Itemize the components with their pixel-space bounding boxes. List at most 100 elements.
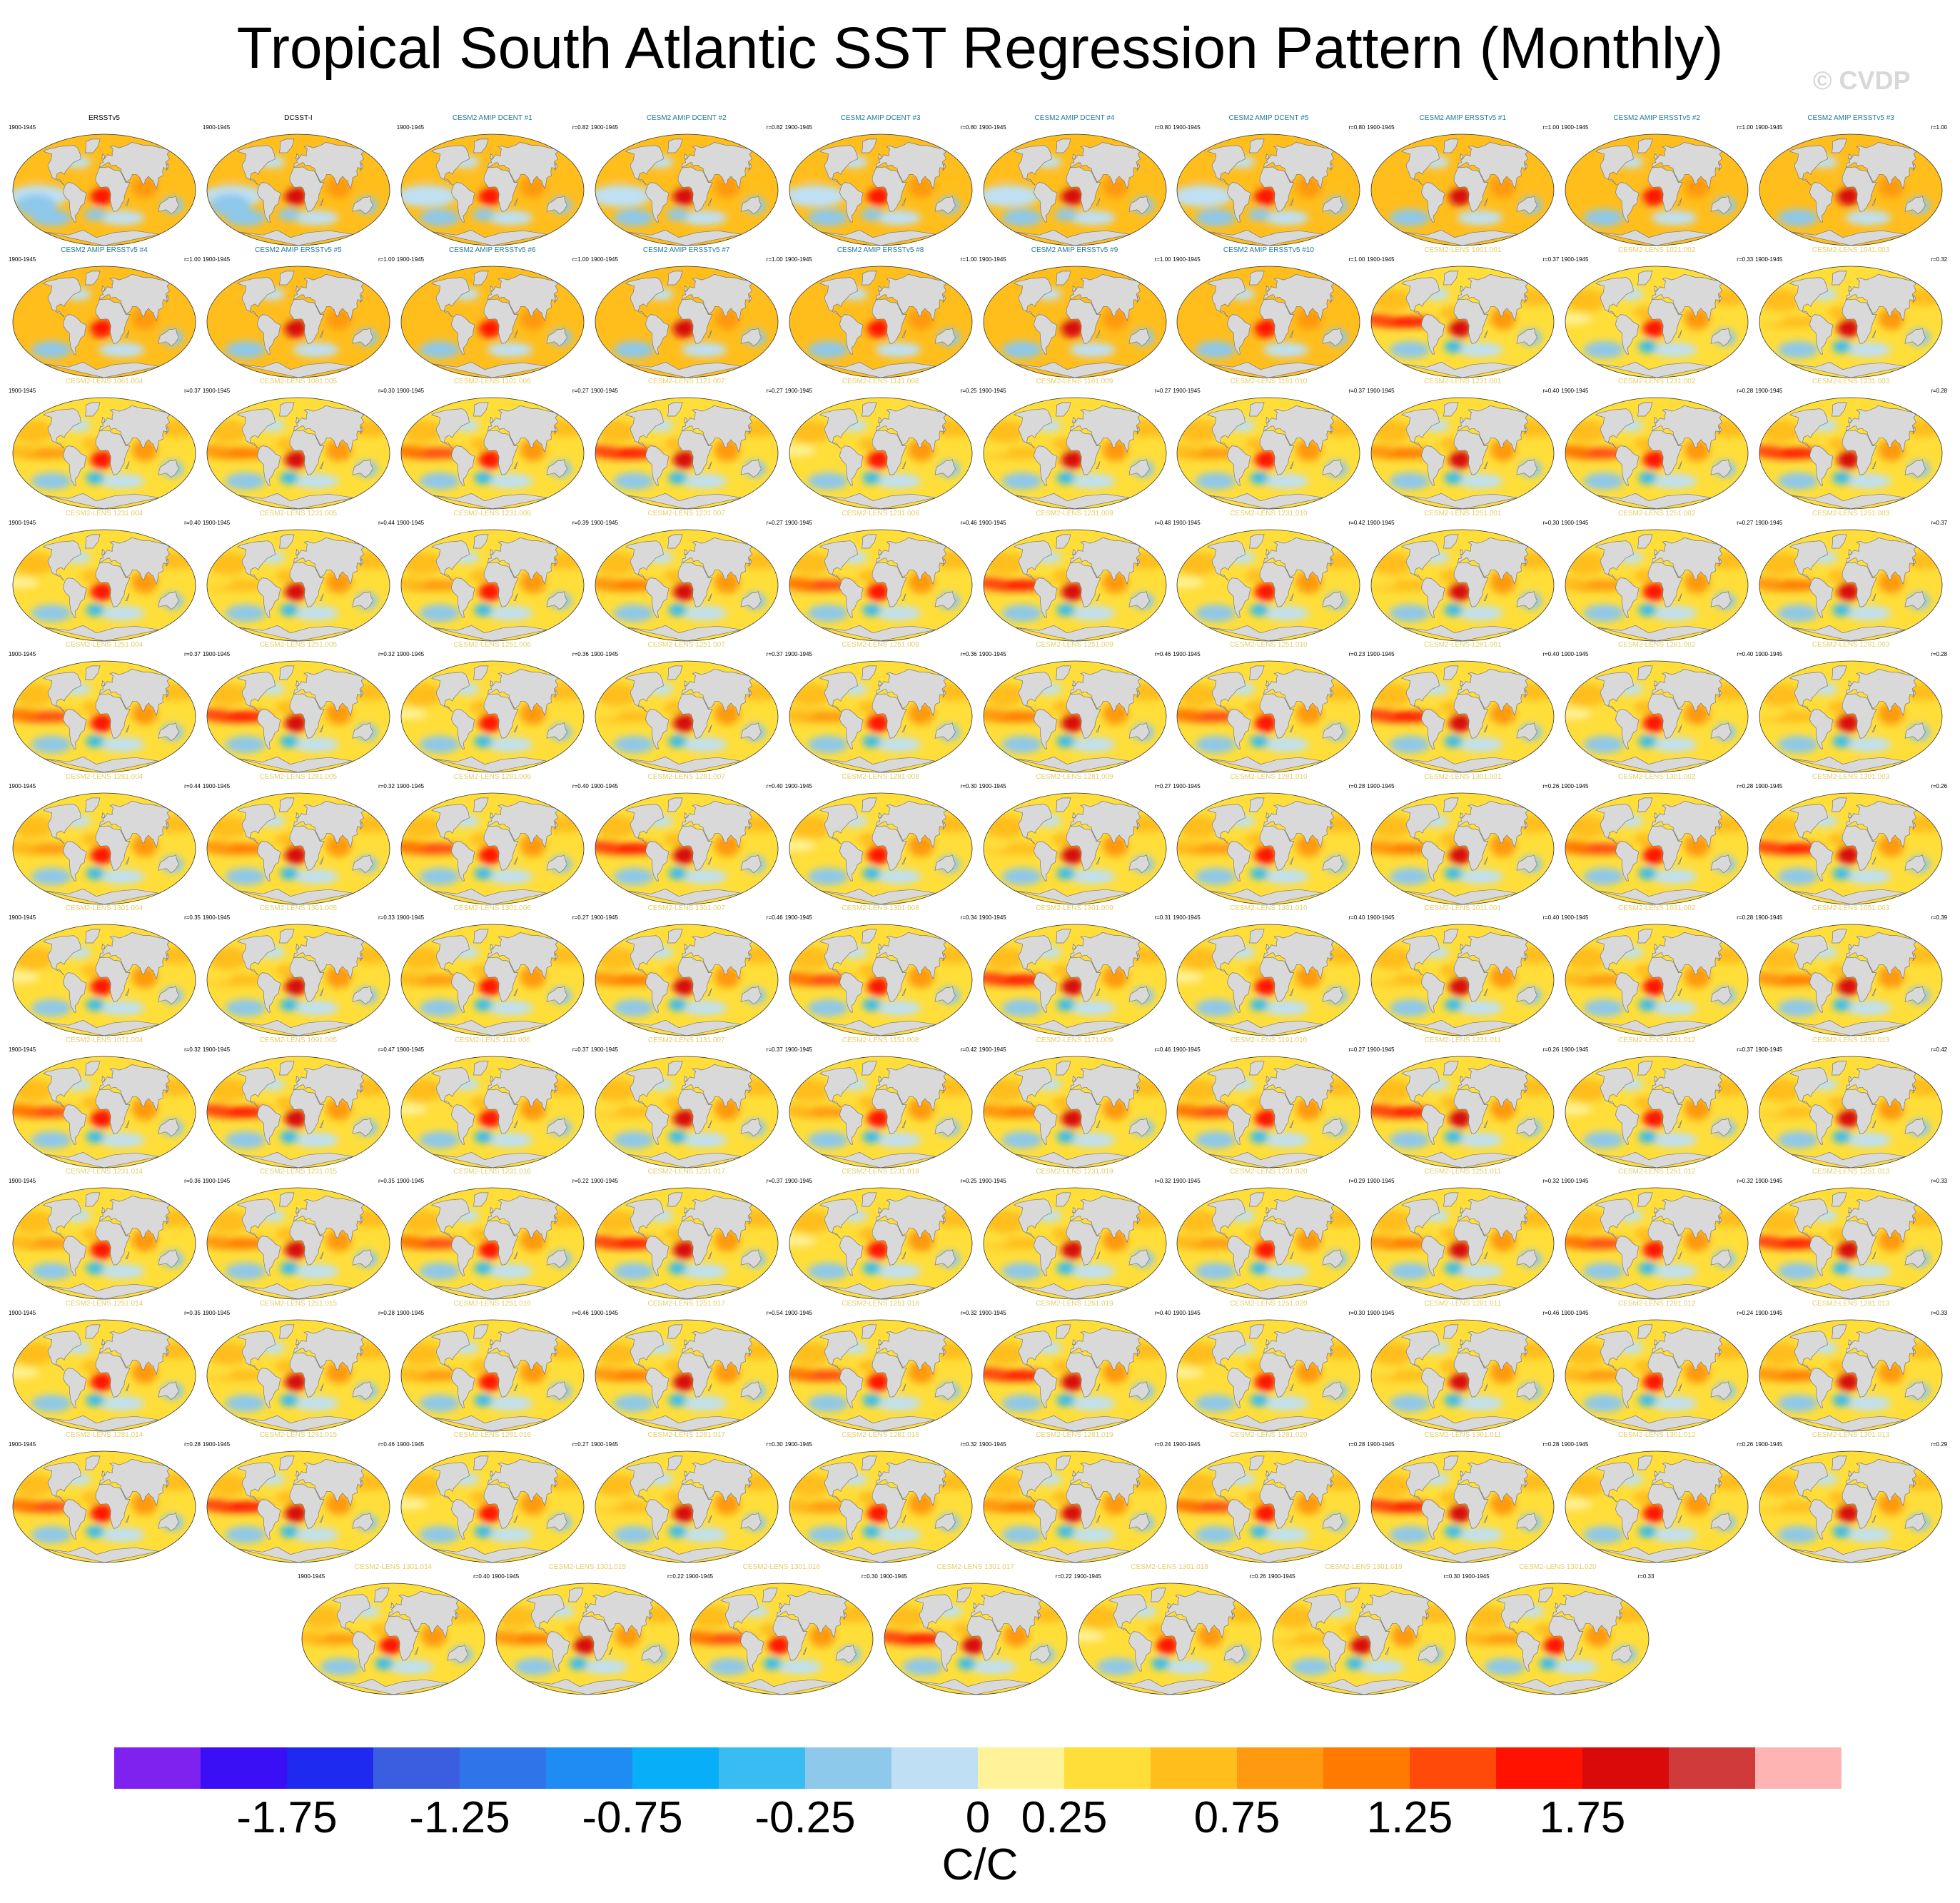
sst-anomaly-region xyxy=(1196,1262,1236,1281)
panel-pattern-correlation: r=0.33 xyxy=(1931,1178,1948,1184)
continents xyxy=(625,1324,762,1431)
sst-anomaly-region xyxy=(1879,307,1904,330)
sst-regression-map xyxy=(1370,1319,1555,1431)
panel-period: 1900-1945 xyxy=(9,1178,36,1184)
panel-period: 1900-1945 xyxy=(979,1441,1006,1448)
map-panel: CESM2-LENS 1301.018 1900-1945 r=0.26 xyxy=(1073,1563,1267,1699)
sst-anomaly-region xyxy=(1643,449,1666,470)
sst-anomaly-region xyxy=(668,603,687,616)
colorbar-segment xyxy=(287,1747,374,1789)
colorbar-tick-label: -0.25 xyxy=(754,1793,856,1842)
map-panel: CESM2-LENS 1071.004 1900-1945 r=0.32 xyxy=(7,1036,201,1172)
map-border xyxy=(983,397,1166,510)
colorbar-segment xyxy=(546,1747,633,1789)
continents xyxy=(43,534,179,641)
sst-anomaly-region xyxy=(1444,1262,1463,1275)
panel-pattern-correlation: r=0.46 xyxy=(572,1309,589,1316)
panel-pattern-correlation: r=1.00 xyxy=(1737,124,1754,131)
sst-anomaly-region xyxy=(206,445,233,455)
sst-anomaly-region xyxy=(325,1493,352,1515)
sst-anomaly-region xyxy=(763,1657,782,1670)
panel-title: CESM2-LENS 1251.018 xyxy=(842,1299,919,1308)
panel-pattern-correlation: r=0.25 xyxy=(960,388,977,394)
sst-anomaly-region xyxy=(98,869,145,884)
panel-pattern-correlation: r=0.33 xyxy=(1931,1309,1948,1316)
panel-title: CESM2-LENS 1251.007 xyxy=(647,641,725,649)
continents xyxy=(1401,665,1538,772)
sst-anomaly-region xyxy=(1684,702,1710,725)
continents xyxy=(719,1587,857,1695)
sst-anomaly-region xyxy=(400,445,427,455)
panel-period: 1900-1945 xyxy=(202,651,231,657)
sst-anomaly-region xyxy=(90,1108,113,1129)
sst-anomaly-region xyxy=(1638,472,1657,485)
continents xyxy=(625,1192,762,1299)
sst-anomaly-region xyxy=(714,570,740,593)
map-border xyxy=(789,397,972,510)
sst-anomaly-region xyxy=(1759,971,1785,982)
panel-period: 1900-1945 xyxy=(590,914,618,921)
sst-anomaly-region xyxy=(983,185,1040,208)
sst-anomaly-region xyxy=(520,966,546,989)
panel-title: CESM2-LENS 1251.019 xyxy=(1036,1299,1113,1308)
panel-period: 1900-1945 xyxy=(685,1573,714,1580)
sst-anomaly-region xyxy=(613,1131,655,1149)
sst-anomaly-region xyxy=(875,1132,921,1147)
panel-title: CESM2-LENS 1011.001 xyxy=(1424,904,1502,912)
sst-regression-map xyxy=(400,1187,585,1300)
sst-anomaly-region xyxy=(862,735,881,748)
sst-anomaly-region xyxy=(1061,1108,1083,1129)
panel-title: CESM2 AMIP ERSSTv5 #4 xyxy=(61,246,148,254)
sst-anomaly-region xyxy=(595,1104,621,1114)
map-border xyxy=(595,1319,779,1431)
sst-regression-map xyxy=(1565,529,1749,641)
sst-anomaly-region xyxy=(478,581,501,602)
sst-anomaly-region xyxy=(708,1657,749,1675)
sst-anomaly-region xyxy=(867,1371,889,1392)
sst-anomaly-region xyxy=(1777,472,1819,490)
panel-pattern-correlation: r=0.33 xyxy=(1637,1573,1655,1580)
sst-anomaly-region xyxy=(1069,473,1116,489)
sst-regression-map xyxy=(400,266,585,378)
map-panel: CESM2 AMIP ERSSTv5 #7 1900-1945 r=1.00 xyxy=(590,246,784,382)
panel-pattern-correlation: r=0.80 xyxy=(1154,124,1171,131)
panel-title: CESM2-LENS 1281.020 xyxy=(1230,1431,1308,1439)
sst-anomaly-region xyxy=(1638,1262,1657,1275)
sst-anomaly-region xyxy=(875,869,921,884)
sst-anomaly-region xyxy=(875,1395,921,1410)
panel-pattern-correlation: r=1.00 xyxy=(766,256,783,263)
map-panel: CESM2-LENS 1181.010 1900-1945 r=0.37 xyxy=(1171,378,1365,513)
sst-anomaly-region xyxy=(206,1235,233,1246)
panel-title: CESM2-LENS 1301.009 xyxy=(1036,904,1113,912)
panel-pattern-correlation: r=0.35 xyxy=(378,1178,395,1184)
sst-anomaly-region xyxy=(419,999,460,1017)
sst-anomaly-region xyxy=(1583,340,1625,358)
sst-anomaly-region xyxy=(668,735,687,748)
sst-regression-map xyxy=(689,1583,874,1695)
sst-anomaly-region xyxy=(1350,1635,1373,1655)
sst-regression-map xyxy=(12,397,196,510)
panel-pattern-correlation: r=0.46 xyxy=(766,914,783,921)
panel-pattern-correlation: r=0.28 xyxy=(184,1441,201,1448)
sst-anomaly-region xyxy=(867,712,889,733)
panel-period: 1900-1945 xyxy=(396,1178,425,1184)
map-panel: CESM2-LENS 1231.018 1900-1945 r=0.25 xyxy=(784,1168,978,1303)
panel-pattern-correlation: r=0.32 xyxy=(378,782,395,789)
sst-anomaly-region xyxy=(206,1104,233,1114)
sst-anomaly-region xyxy=(1638,340,1657,353)
sst-anomaly-region xyxy=(478,1239,501,1260)
sst-anomaly-region xyxy=(666,208,689,221)
map-border xyxy=(400,1450,585,1563)
sst-anomaly-region xyxy=(1651,605,1697,620)
map-panel: CESM2-LENS 1301.011 1900-1945 r=0.28 xyxy=(1365,1431,1560,1567)
panel-pattern-correlation: r=0.54 xyxy=(766,1309,783,1316)
panel-pattern-correlation: r=0.27 xyxy=(1348,1046,1365,1053)
sst-regression-map xyxy=(1565,1056,1749,1168)
colorbar-tick-label: 0 xyxy=(965,1793,991,1842)
sst-anomaly-region xyxy=(487,1263,533,1279)
map-panel: CESM2-LENS 1231.014 1900-1945 r=0.36 xyxy=(7,1168,201,1303)
panel-period: 1900-1945 xyxy=(1561,782,1589,789)
panel-pattern-correlation: r=0.29 xyxy=(1931,1441,1948,1448)
sst-anomaly-region xyxy=(31,604,72,622)
panel-title: CESM2-LENS 1231.005 xyxy=(259,509,338,518)
